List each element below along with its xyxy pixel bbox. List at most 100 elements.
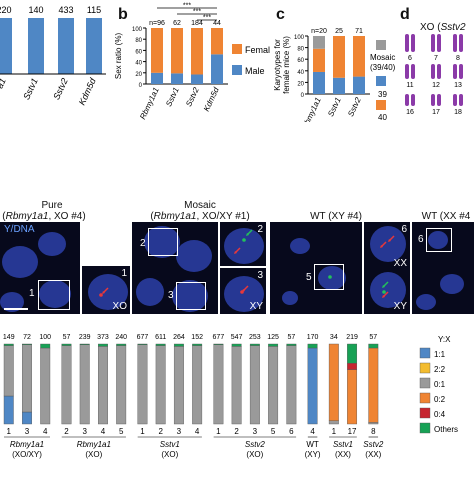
bottom-bar-number: 3 (25, 427, 30, 436)
nucleus (416, 294, 436, 310)
bottom-bar-segment (116, 343, 127, 346)
bottom-bar-segment (268, 346, 279, 425)
nucleus (440, 274, 464, 294)
signal-arrowhead (102, 291, 105, 294)
bottom-n-label: 219 (346, 334, 358, 341)
bottom-bar-number: 4 (310, 427, 315, 436)
bottom-bar-segment (137, 343, 148, 346)
zoom-box-6 (426, 228, 452, 252)
legend-swatch (419, 362, 431, 374)
bottom-group-sublabel: (XX) (365, 450, 381, 459)
panel-c-bar-segment (313, 36, 325, 49)
chromosome-number: 11 (406, 82, 413, 89)
bottom-group-label: Rbmy1a1 (10, 440, 44, 449)
panel-b-tick-label: Rbmy1a1 (138, 86, 161, 121)
panel-c-ytick-label: 100 (294, 35, 305, 41)
bottom-bar-number: 1 (216, 427, 221, 436)
chromosome-number: 6 (408, 55, 412, 62)
signal-arrowhead (380, 245, 383, 248)
bottom-bar-segment (328, 420, 339, 425)
panel-b-ytick-label: 60 (135, 49, 142, 55)
bottom-bar-segment (79, 344, 90, 425)
legend-label: 0:1 (434, 380, 446, 389)
bottom-bar-segment (368, 422, 379, 425)
zoom-box-5 (314, 264, 344, 290)
bottom-n-label: 170 (307, 334, 319, 341)
chromosome (431, 94, 435, 106)
micro-mosaic-zoom-2: 2 (220, 222, 266, 266)
zoom-box-3-label: 3 (168, 290, 174, 301)
nucleus (370, 272, 406, 308)
panel-c-n-label: 71 (355, 28, 363, 35)
chromosome-number: 7 (434, 55, 438, 62)
panel-c-letter: c (276, 6, 285, 23)
bottom-n-label: 149 (3, 334, 15, 341)
panel-a-n-label: 115 (87, 5, 101, 15)
bottom-group-sublabel: (XO) (161, 450, 178, 459)
bottom-group-label: Sstv1 (160, 440, 180, 449)
bottom-bar-segment (40, 343, 51, 349)
legend-label: 0:4 (434, 410, 446, 419)
bottom-bar-segment (22, 411, 32, 425)
bottom-group-sublabel: (XO) (246, 450, 263, 459)
panel-b-n-label: 44 (213, 20, 221, 27)
chromosome (453, 34, 457, 52)
bottom-bar-segment (347, 343, 358, 364)
bottom-bar-number: 4 (101, 427, 106, 436)
chromosome (437, 94, 441, 106)
panel-bottom: 149 1 72 3 100 4 57 2 239 3 373 4 240 5 677 1 611 2 264 3 15… (0, 326, 474, 474)
chromosome (453, 64, 457, 79)
panel-c-ytick-label: 20 (297, 81, 304, 87)
bottom-group-sublabel: (XY) (305, 450, 321, 459)
bottom-bar-number: 1 (7, 427, 12, 436)
legend-label: Others (434, 425, 458, 434)
zoom-box-3 (176, 282, 206, 310)
panel-d-title: XO (Sstv2 (420, 22, 466, 33)
nucleus (88, 274, 128, 310)
panel-a-bar (0, 18, 12, 74)
legend-label-39: 39 (378, 90, 387, 99)
panel-b-tick-label: Sstv2 (184, 86, 201, 108)
panel-a-bar (28, 18, 44, 74)
zoom-box-1 (38, 280, 70, 310)
bottom-bar-segment (3, 345, 14, 397)
bottom-bar-segment (268, 343, 279, 347)
panel-a-chart: 220 a1 140 Sstv1 433 Sstv2 115 Kdm5d (0, 5, 106, 107)
micro-mosaic-main: 2 3 (132, 222, 218, 314)
bottom-n-label: 152 (191, 334, 203, 341)
panel-b-chart: Sex ratio (%) 0 20 40 60 80 100 n=96 Rbmy1a1 62 Ss… (114, 3, 275, 121)
panel-c-chart: Karyotypes for female mice (%) 0 20 40 60 80 10… (273, 28, 396, 131)
scale-bar (4, 308, 28, 310)
bottom-bar-segment (307, 347, 318, 425)
bottom-n-label: 57 (63, 334, 71, 341)
panel-c-bar-segment (333, 36, 345, 78)
legend-swatch-40 (376, 100, 386, 110)
panel-c-ytick-label: 40 (297, 70, 304, 76)
legend-label: 1:1 (434, 350, 446, 359)
bottom-group-sublabel: (XO/XY) (12, 450, 42, 459)
nucleus (144, 226, 180, 258)
panel-c-n-label: n=20 (311, 28, 327, 35)
bottom-n-label: 34 (330, 334, 338, 341)
panel-c-tick-label: Sstv2 (346, 96, 363, 118)
micro-title-wt-xx: WT (XX #4 (421, 211, 471, 222)
panel-d-letter: d (400, 6, 410, 23)
karyotype-spread: 6 7 8 11 12 13 16 17 18 (405, 34, 463, 116)
legend-label-mosaic: Mosaic (370, 53, 395, 62)
panel-b: Sex ratio (%) 0 20 40 60 80 100 n=96 Rbmy1a1 62 Ss… (112, 0, 275, 122)
bottom-bar-segment (3, 395, 14, 425)
bottom-n-label: 611 (155, 334, 166, 341)
chromosome (411, 64, 415, 79)
panel-a-tick-label: Kdm5d (77, 76, 99, 107)
bottom-bar-segment (97, 346, 108, 425)
zoom-3-label: 3 (257, 270, 263, 281)
chromosome (437, 34, 441, 52)
nucleus (224, 276, 264, 312)
bottom-n-label: 677 (213, 334, 225, 341)
micro-wt-xx-main: 6 (412, 222, 474, 314)
panel-d-title-gene: Sstv2 (440, 22, 466, 33)
bottom-group-label: Sstv2 (363, 440, 384, 449)
bottom-bar-segment (328, 343, 339, 422)
fish-signal (328, 275, 332, 279)
bottom-group-sublabel: (XX) (335, 450, 351, 459)
